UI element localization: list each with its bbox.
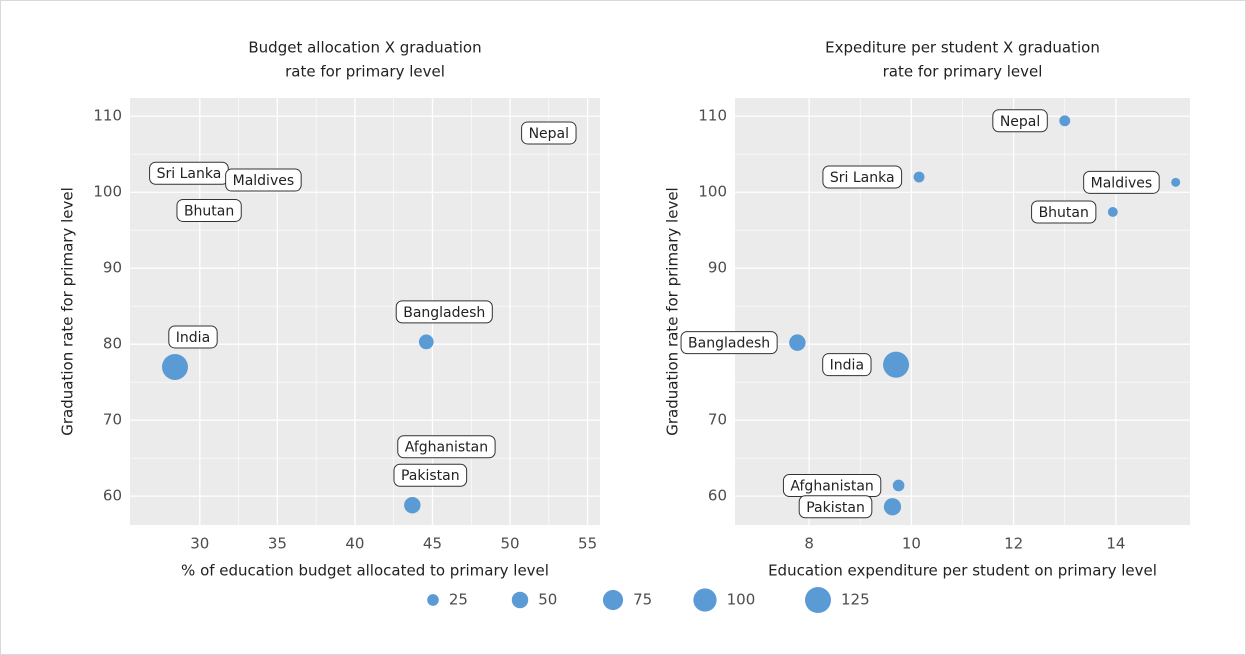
x-tick-label: 55	[578, 535, 597, 553]
label-box	[1031, 200, 1097, 224]
x-tick-label: 35	[268, 535, 287, 553]
label-text: India	[830, 358, 864, 374]
label-box	[395, 300, 493, 324]
point-label: Afghanistan	[397, 435, 496, 459]
label-text: Sri Lanka	[830, 170, 895, 186]
legend-size-key	[511, 591, 529, 609]
label-text: Pakistan	[806, 500, 865, 516]
label-box	[798, 495, 873, 519]
label-text: Maldives	[1091, 175, 1153, 191]
label-box	[225, 168, 302, 192]
point-label: Nepal	[992, 109, 1048, 133]
point	[161, 353, 188, 380]
point	[789, 334, 806, 351]
x-tick-label: 30	[190, 535, 209, 553]
label-text: Bhutan	[184, 203, 234, 219]
point-label: Sri Lanka	[822, 165, 903, 189]
legend-size-key	[602, 589, 624, 611]
point	[913, 171, 925, 183]
label-box	[822, 353, 872, 377]
point	[1059, 115, 1071, 127]
point-label: Afghanistan	[782, 473, 882, 497]
x-tick-label: 10	[902, 535, 921, 553]
point	[892, 479, 905, 492]
label-text: Nepal	[1000, 114, 1040, 130]
label-box	[393, 463, 468, 487]
y-tick-label: 70	[103, 411, 122, 429]
y-tick-label: 110	[93, 107, 122, 125]
label-box	[176, 198, 242, 222]
label-box	[992, 109, 1048, 133]
label-box	[168, 325, 218, 349]
label-text: Bhutan	[1039, 205, 1089, 221]
y-tick-label: 80	[103, 335, 122, 353]
label-text: Bangladesh	[403, 305, 485, 321]
point-label: Nepal	[521, 121, 577, 145]
label-box	[1083, 170, 1160, 194]
x-tick-label: 50	[500, 535, 519, 553]
legend-label: 50	[538, 591, 557, 609]
chart-title: rate for primary level	[883, 63, 1043, 81]
legend-size-key	[804, 586, 832, 614]
label-text: India	[176, 330, 210, 346]
chart-title: Expediture per student X graduation	[825, 39, 1100, 57]
point-label: Bhutan	[1031, 200, 1097, 224]
label-text: Sri Lanka	[157, 166, 222, 182]
legend-size-key	[427, 594, 439, 606]
label-box	[397, 435, 496, 459]
point-label: Sri Lanka	[149, 161, 229, 185]
label-text: Afghanistan	[790, 478, 873, 494]
point-label: Pakistan	[393, 463, 468, 487]
point-label: Bangladesh	[680, 331, 778, 355]
y-tick-label: 110	[698, 107, 727, 125]
point-label: India	[168, 325, 218, 349]
point-label: Pakistan	[798, 495, 873, 519]
label-box	[822, 165, 903, 189]
legend-label: 100	[727, 591, 756, 609]
point-label: Bangladesh	[395, 300, 493, 324]
point	[404, 497, 421, 514]
y-tick-label: 90	[708, 259, 727, 277]
label-text: Bangladesh	[688, 336, 770, 352]
y-tick-label: 90	[103, 259, 122, 277]
x-axis-label: Education expenditure per student on pri…	[768, 562, 1157, 580]
label-text: Afghanistan	[405, 440, 488, 456]
point	[418, 334, 434, 350]
label-box	[521, 121, 577, 145]
chart-title: rate for primary level	[285, 63, 445, 81]
legend-label: 125	[841, 591, 870, 609]
x-tick-label: 12	[1004, 535, 1023, 553]
point	[1171, 177, 1181, 187]
label-text: Nepal	[529, 126, 569, 142]
legend-label: 25	[449, 591, 468, 609]
label-text: Maldives	[233, 173, 295, 189]
chart-title: Budget allocation X graduation	[248, 39, 481, 57]
y-tick-label: 70	[708, 411, 727, 429]
y-tick-label: 100	[698, 183, 727, 201]
point-label: Maldives	[1083, 170, 1160, 194]
y-tick-label: 60	[708, 487, 727, 505]
legend-size-key	[693, 588, 717, 612]
label-box	[680, 331, 778, 355]
point-label: India	[822, 353, 872, 377]
point	[883, 351, 910, 378]
point	[1107, 207, 1118, 217]
point	[883, 498, 902, 516]
y-axis-label: Graduation rate for primary level	[664, 187, 682, 435]
x-tick-label: 14	[1106, 535, 1125, 553]
x-tick-label: 45	[423, 535, 442, 553]
point-label: Maldives	[225, 168, 302, 192]
x-tick-label: 8	[804, 535, 814, 553]
point-label: Bhutan	[176, 198, 242, 222]
x-axis-label: % of education budget allocated to prima…	[181, 562, 549, 580]
legend-label: 75	[633, 591, 652, 609]
x-tick-label: 40	[345, 535, 364, 553]
y-axis-label: Graduation rate for primary level	[59, 187, 77, 435]
label-text: Pakistan	[401, 468, 460, 484]
y-tick-label: 60	[103, 487, 122, 505]
y-tick-label: 100	[93, 183, 122, 201]
